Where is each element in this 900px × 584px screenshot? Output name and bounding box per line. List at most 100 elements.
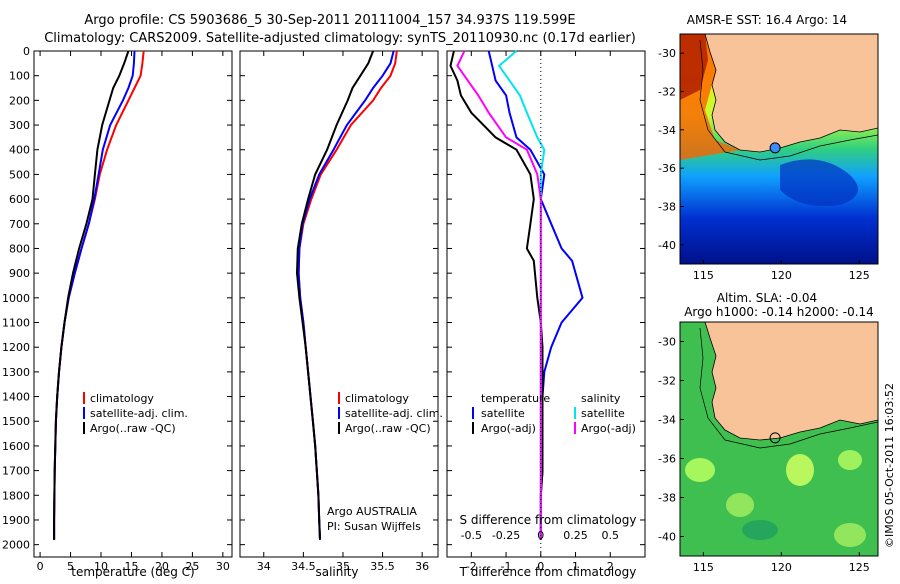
difference-legend-salinity-satellite: satellite [581,407,625,420]
sla-map-lon-tick-label: 120 [771,561,792,574]
sla-land [704,322,878,441]
difference-panel: -2 -1 0 1 2 -0.5 -0.25 0 0.25 0.5 S difference f… [446,50,646,579]
salinity-legend-argo: Argo(..raw -QC) [345,422,431,435]
sla-map-lat-tick-label: -32 [658,375,676,388]
temperature-ytick-label: 1800 [2,489,30,502]
temperature-ytick-label: 1300 [2,366,30,379]
temperature-ytick-label: 100 [9,70,30,83]
salinity-legend-climatology: climatology [345,392,409,405]
temperature-xtick-label: 25 [185,560,199,573]
difference-legend-temperature-argo: Argo(-adj) [481,422,536,435]
sst-map-lat-tick-label: -40 [658,239,676,252]
temperature-ytick-label: 0 [23,45,30,58]
sla-shelf-contour [699,327,878,449]
sla-map-lat-tick-label: -36 [658,453,676,466]
difference-top-label: S difference from climatology [460,513,637,527]
temperature-ytick-label: 1500 [2,415,30,428]
difference-legend-salinity-argo: Argo(-adj) [581,422,636,435]
series-line-difference-temperature-satellite [487,50,584,540]
sst-map-frame [679,33,879,265]
salinity-panel: 34 34.5 35 35.5 36 salinity climatology sate… [239,50,443,579]
sla-high-patch [838,450,862,470]
sst-map-lat-tick-label: -36 [658,162,676,175]
temperature-ytick-label: 1700 [2,465,30,478]
temperature-ytick-label: 500 [9,168,30,181]
temperature-xtick-label: 15 [124,560,138,573]
salinity-legend-satellite: satellite-adj. clim. [345,407,443,420]
difference-xtick-label: -2 [466,560,477,573]
series-line-salinity-satellite [297,50,395,540]
temperature-xtick-label: 30 [216,560,230,573]
temperature-ytick-label: 1200 [2,341,30,354]
salinity-xlabel: salinity [315,565,358,579]
sla-high-patch [834,523,866,547]
sst-map-lat-tick-label: -38 [658,201,676,214]
sst-map-lat-tick-label: -34 [658,124,676,137]
sst-cold-eddy [780,159,858,206]
sla-high-patch [685,458,715,482]
temperature-xtick-label: 0 [37,560,44,573]
difference-legend-temperature-satellite: satellite [481,407,525,420]
sla-map-lat-tick-label: -34 [658,414,676,427]
sla-map-lat-tick-label: -38 [658,492,676,505]
series-line-temperature-satellite [53,50,136,540]
sla-low-patch [742,520,778,540]
sla-map-lon-tick-label: 125 [849,561,870,574]
salinity-axes-frame [239,50,439,558]
temperature-ytick-label: 1400 [2,391,30,404]
salinity-xtick-label: 35.5 [370,560,395,573]
temperature-legend-satellite: satellite-adj. clim. [90,407,188,420]
temperature-xtick-label: 10 [94,560,108,573]
difference-salinity-tick-label: -0.5 [461,529,482,542]
difference-legend: temperature satellite Argo(-adj) salinit… [472,392,636,435]
series-line-difference-temperature-argo [449,50,544,540]
temperature-xtick-label: 5 [67,560,74,573]
temperature-ytick-label: 900 [9,267,30,280]
difference-axes-frame [446,50,646,558]
salinity-xtick-label: 36 [415,560,429,573]
sla-high-patch [726,493,754,517]
temperature-ytick-label: 200 [9,94,30,107]
sla-map: Altim. SLA: -0.04 Argo h1000: -0.14 h200… [658,291,879,574]
difference-salinity-tick-label: 0.25 [563,529,588,542]
temperature-ytick-label: 1000 [2,292,30,305]
temperature-legend-climatology: climatology [90,392,154,405]
temperature-ytick-label: 300 [9,119,30,132]
salinity-annotation-line1: Argo AUSTRALIA [327,505,417,518]
sla-map-lat-tick-label: -40 [658,531,676,544]
salinity-xtick-label: 34.5 [291,560,316,573]
temperature-xtick-label: 20 [155,560,169,573]
figure-title-line1: Argo profile: CS 5903686_5 30-Sep-2011 2… [84,13,575,28]
sst-land [704,34,878,153]
temperature-ytick-label: 600 [9,193,30,206]
sst-map-title: AMSR-E SST: 16.4 Argo: 14 [687,13,847,27]
sst-shelf-contour [699,39,878,161]
temperature-ytick-label: 400 [9,144,30,157]
temperature-legend-argo: Argo(..raw -QC) [90,422,176,435]
salinity-annotation-line2: PI: Susan Wijffels [327,520,421,533]
difference-xtick-label: 1 [572,560,579,573]
salinity-xtick-label: 34 [257,560,271,573]
temperature-ytick-label: 700 [9,218,30,231]
sla-float-marker [769,432,781,444]
sla-map-lon-tick-label: 115 [693,561,714,574]
salinity-xtick-label: 35 [336,560,350,573]
series-line-salinity-argo [295,50,375,540]
temperature-ytick-label: 1600 [2,440,30,453]
temperature-ytick-label: 1100 [2,317,30,330]
difference-xtick-label: -1 [501,560,512,573]
sst-map-lon-tick-label: 115 [693,269,714,282]
salinity-legend: climatology satellite-adj. clim. Argo(..… [338,392,443,435]
difference-legend-salinity-title: salinity [581,392,621,405]
difference-salinity-tick-label: 0.5 [602,529,620,542]
difference-salinity-tick-label: -0.25 [492,529,520,542]
imos-credit: ©IMOS 05-Oct-2011 16:03:52 [883,383,896,548]
difference-xtick-label: 0 [537,560,544,573]
difference-xlabel: T difference from climatology [459,565,637,579]
sla-map-frame [679,321,879,557]
sla-high-patch [786,454,814,486]
sst-float-marker [769,142,781,154]
figure-title-line2: Climatology: CARS2009. Satellite-adjuste… [44,31,636,46]
sla-map-title-line1: Altim. SLA: -0.04 [717,291,817,305]
